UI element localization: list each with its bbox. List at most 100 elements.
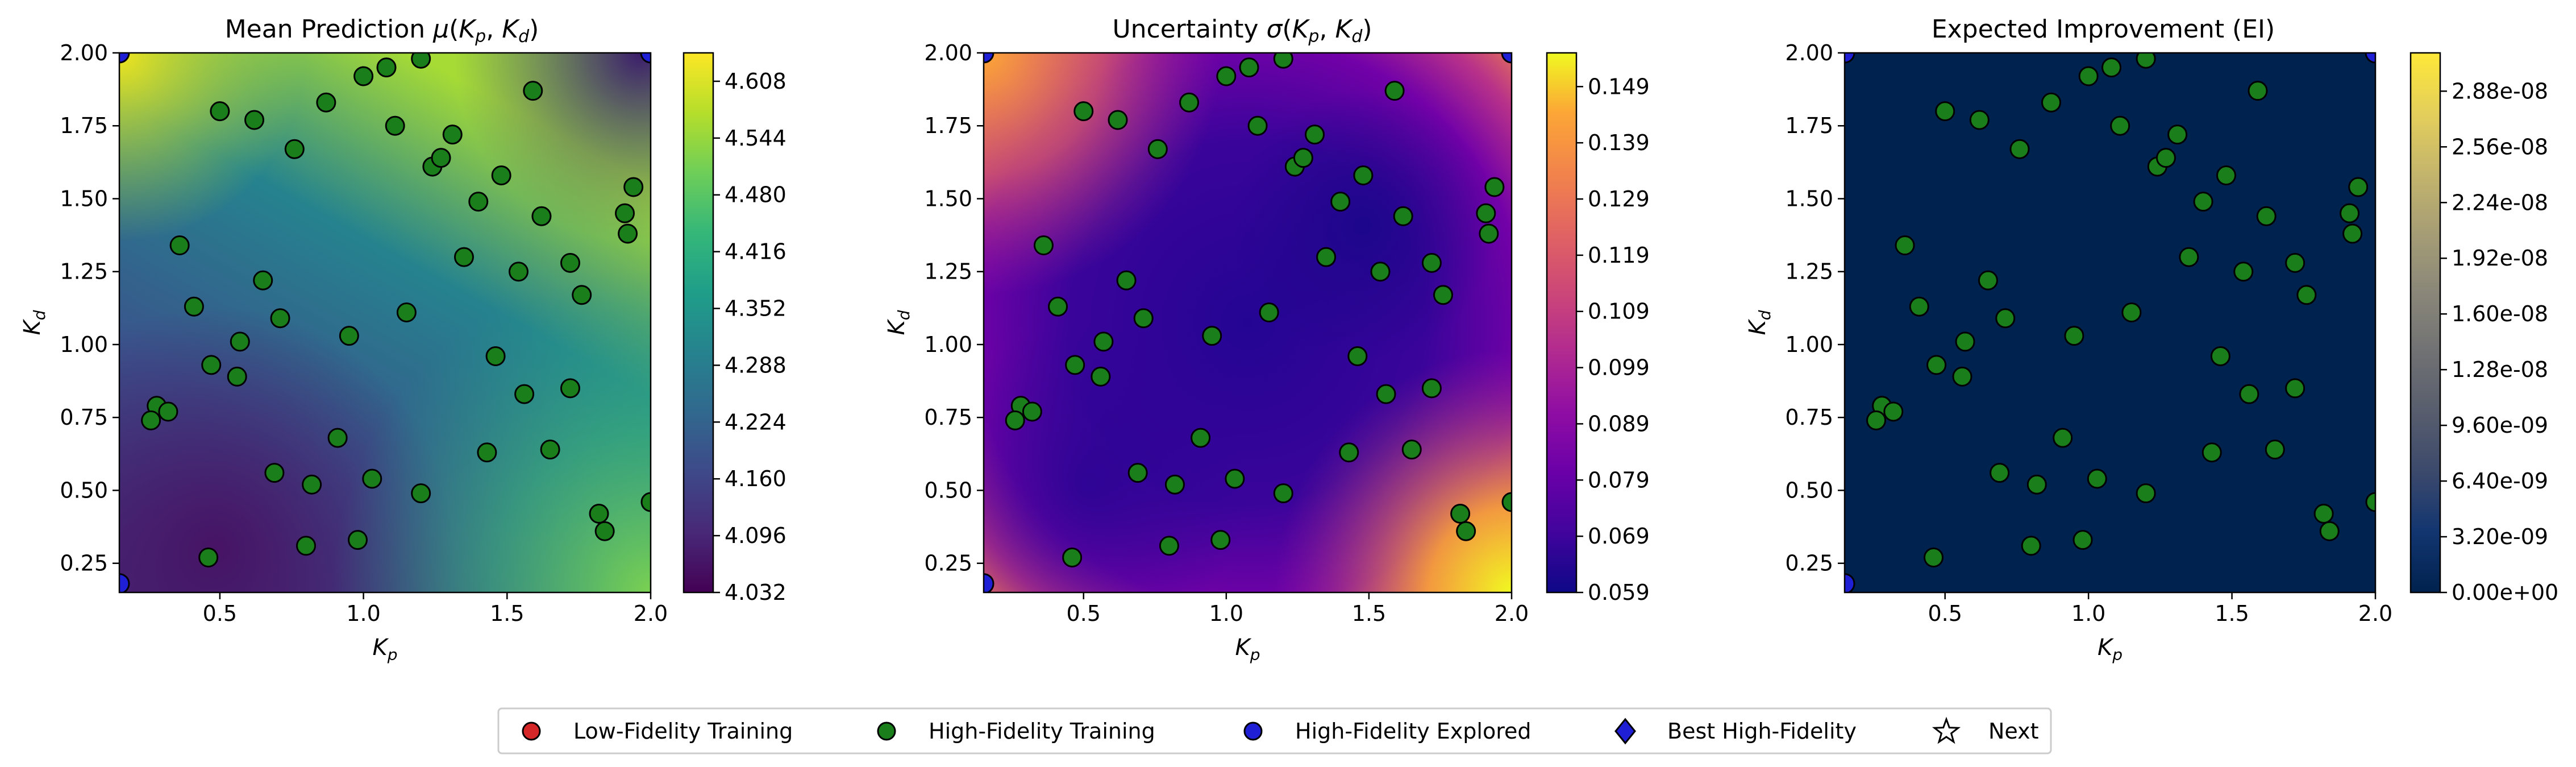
high-fidelity-training-point xyxy=(468,192,489,212)
colorbar-tick-label: 4.480 xyxy=(725,183,786,208)
high-fidelity-training-point xyxy=(1990,463,2010,483)
colorbar-tick-label: 2.88e-08 xyxy=(2452,78,2548,103)
y-tick-label: 0.50 xyxy=(60,478,108,503)
high-fidelity-explored-point xyxy=(2365,53,2375,64)
colorbar-tick-label: 0.129 xyxy=(1588,186,1650,212)
high-fidelity-training-point xyxy=(2073,530,2093,550)
high-fidelity-training-point xyxy=(1179,92,1200,113)
colorbar-tick-label: 1.60e-08 xyxy=(2452,301,2548,326)
high-fidelity-training-point xyxy=(1259,302,1279,323)
x-tick-label: 1.5 xyxy=(490,601,524,626)
high-fidelity-training-point xyxy=(244,110,265,130)
high-fidelity-training-point xyxy=(2078,66,2099,86)
high-fidelity-training-point xyxy=(1316,247,1337,267)
high-fidelity-training-point xyxy=(531,206,552,226)
high-fidelity-training-point xyxy=(158,401,178,422)
colorbar-tick-label: 4.032 xyxy=(725,580,786,605)
high-fidelity-training-point xyxy=(1330,192,1351,212)
y-tick-label: 1.75 xyxy=(924,113,972,138)
x-tick-label: 0.5 xyxy=(203,601,237,626)
colorbar-tick-label: 0.069 xyxy=(1588,524,1650,549)
high-fidelity-training-point xyxy=(1065,355,1085,375)
y-axis-label: Kd xyxy=(19,310,49,335)
high-fidelity-training-point xyxy=(1305,125,1325,145)
high-fidelity-training-point xyxy=(1501,492,1512,512)
panel-uncertainty: Uncertainty σ(Kp, Kd) 0.5 1.0 1.5 2.0 0.25 0.… xyxy=(884,15,1650,664)
high-fidelity-training-point xyxy=(339,326,359,346)
x-tick-label: 2.0 xyxy=(634,601,668,626)
x-axis-label: Kp xyxy=(1235,635,1260,664)
colorbar-tick-label: 0.099 xyxy=(1588,355,1650,380)
high-fidelity-training-point xyxy=(2313,503,2334,524)
chart-title: Uncertainty σ(Kp, Kd) xyxy=(1112,15,1372,47)
y-tick-label: 0.50 xyxy=(1785,478,1833,503)
high-fidelity-training-point xyxy=(2340,203,2360,223)
high-fidelity-training-point xyxy=(2110,115,2130,136)
high-fidelity-training-point xyxy=(1202,326,1222,346)
high-fidelity-training-point xyxy=(1159,536,1179,556)
high-fidelity-explored-point xyxy=(1845,53,1855,64)
x-tick-label: 1.5 xyxy=(1352,601,1386,626)
high-fidelity-training-point xyxy=(264,463,285,483)
high-fidelity-training-point xyxy=(615,203,635,223)
high-fidelity-explored-point xyxy=(1501,53,1512,64)
high-fidelity-training-point xyxy=(227,366,247,387)
high-fidelity-training-point xyxy=(1062,547,1083,567)
high-fidelity-training-point xyxy=(2193,192,2213,212)
high-fidelity-training-point xyxy=(2348,177,2369,197)
high-fidelity-training-point xyxy=(514,384,535,404)
high-fidelity-training-point xyxy=(594,521,615,541)
y-tick-label: 1.75 xyxy=(1785,113,1833,138)
high-fidelity-training-point xyxy=(411,53,431,69)
y-tick-label: 1.00 xyxy=(924,332,972,357)
high-fidelity-training-point xyxy=(1108,110,1128,130)
legend-marker-circle xyxy=(877,722,896,741)
high-fidelity-training-point xyxy=(2053,428,2073,448)
legend-label: High-Fidelity Training xyxy=(929,719,1155,744)
legend-marker-circle xyxy=(1243,722,1263,741)
legend-frame xyxy=(497,707,2052,754)
high-fidelity-training-point xyxy=(230,331,250,352)
high-fidelity-training-point xyxy=(376,57,397,78)
high-fidelity-training-point xyxy=(2202,442,2222,463)
x-tick-label: 0.5 xyxy=(1928,601,1962,626)
high-fidelity-training-point xyxy=(2248,81,2268,101)
high-fidelity-training-point xyxy=(1450,503,1471,524)
high-fidelity-training-point xyxy=(2021,536,2041,556)
high-fidelity-training-point xyxy=(284,139,305,159)
high-fidelity-training-point xyxy=(560,252,580,273)
high-fidelity-explored-point xyxy=(640,53,651,64)
high-fidelity-training-point xyxy=(1384,81,1405,101)
high-fidelity-training-point xyxy=(2041,92,2062,113)
high-fidelity-training-point xyxy=(442,125,463,145)
heatmap-field xyxy=(984,53,1512,592)
high-fidelity-training-point xyxy=(2265,440,2285,460)
colorbar-scale xyxy=(1546,52,1578,594)
y-axis-label: Kd xyxy=(1745,310,1774,335)
high-fidelity-training-point xyxy=(1273,483,1293,504)
legend-item: Best High-Fidelity xyxy=(1614,718,1857,745)
x-tick-label: 2.0 xyxy=(2358,601,2392,626)
high-fidelity-training-point xyxy=(2319,521,2340,541)
high-fidelity-training-point xyxy=(1895,235,1915,256)
high-fidelity-training-point xyxy=(302,474,322,495)
high-fidelity-training-point xyxy=(2285,252,2306,273)
high-fidelity-training-point xyxy=(1116,270,1137,291)
high-fidelity-training-point xyxy=(1376,384,1396,404)
y-axis-label: Kd xyxy=(884,310,913,335)
legend-label: High-Fidelity Explored xyxy=(1295,719,1532,744)
high-fidelity-training-point xyxy=(1969,110,1990,130)
high-fidelity-training-point xyxy=(253,270,273,291)
legend-item: Low-Fidelity Training xyxy=(522,719,793,744)
legend-marker-diamond xyxy=(1614,718,1636,745)
high-fidelity-training-point xyxy=(1273,53,1293,69)
high-fidelity-training-point xyxy=(1073,101,1094,122)
chart-title: Expected Improvement (EI) xyxy=(1932,15,2275,44)
high-fidelity-training-point xyxy=(1133,308,1154,329)
high-fidelity-training-point xyxy=(1339,442,1359,463)
y-tick-label: 0.25 xyxy=(60,551,108,576)
heatmap-field xyxy=(119,53,651,592)
high-fidelity-training-point xyxy=(2285,378,2306,399)
colorbar-tick-label: 4.608 xyxy=(725,69,786,94)
